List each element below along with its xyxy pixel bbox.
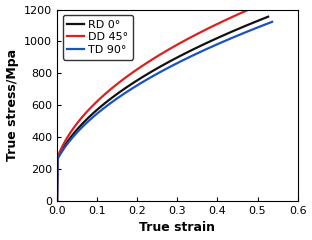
RD 0° <box>123 87 127 90</box>
TD 90° <box>124 91 128 94</box>
DD 45° <box>102 93 106 96</box>
RD 0° <box>263 17 267 19</box>
Line: DD 45°: DD 45° <box>57 0 276 201</box>
DD 45° <box>126 74 130 77</box>
TD 90° <box>55 200 59 203</box>
TD 90° <box>116 96 120 99</box>
RD 0° <box>115 93 119 96</box>
TD 90° <box>101 107 105 110</box>
DD 45° <box>265 0 269 3</box>
RD 0° <box>55 200 59 203</box>
DD 45° <box>143 63 147 66</box>
TD 90° <box>270 20 274 23</box>
TD 90° <box>267 22 271 24</box>
DD 45° <box>271 0 275 1</box>
RD 0° <box>101 104 105 107</box>
TD 90° <box>141 80 145 83</box>
DD 45° <box>55 200 59 203</box>
DD 45° <box>117 81 121 84</box>
TD 90° <box>261 24 265 27</box>
Y-axis label: True stress/Mpa: True stress/Mpa <box>6 49 18 161</box>
Legend: RD 0°, DD 45°, TD 90°: RD 0°, DD 45°, TD 90° <box>63 15 133 60</box>
Line: RD 0°: RD 0° <box>57 17 268 201</box>
Line: TD 90°: TD 90° <box>57 22 272 201</box>
RD 0° <box>257 19 261 22</box>
RD 0° <box>266 15 270 18</box>
X-axis label: True strain: True strain <box>139 222 215 234</box>
RD 0° <box>140 76 144 79</box>
